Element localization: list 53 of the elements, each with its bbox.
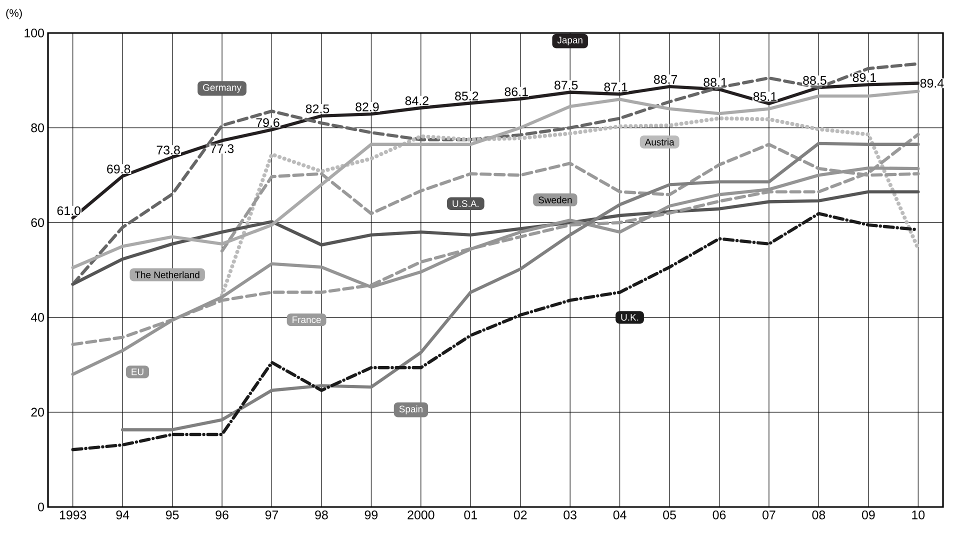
y-tick-label: 60 xyxy=(31,218,44,228)
data-label: 89.4 xyxy=(920,78,944,88)
data-label: 86.1 xyxy=(504,87,528,96)
data-label: 89.1 xyxy=(852,73,876,82)
data-label: 73.8 xyxy=(156,146,180,154)
text: Spain xyxy=(399,405,422,414)
data-label: 85.2 xyxy=(455,92,478,100)
x-tick-label: 08 xyxy=(812,510,826,520)
x-tick-label: 05 xyxy=(663,510,676,520)
y-tick-label: 40 xyxy=(30,312,44,322)
data-label: 79.6 xyxy=(256,118,280,128)
y-tick-label: 0 xyxy=(38,502,44,512)
x-tick-label: 03 xyxy=(564,510,576,520)
data-label: 85.1 xyxy=(753,92,776,101)
data-label: 88.7 xyxy=(654,75,678,84)
data-label: 82.5 xyxy=(306,104,330,114)
data-label: 88.5 xyxy=(803,76,826,85)
data-label: 84.2 xyxy=(405,96,428,106)
x-tick-label: 04 xyxy=(613,510,626,520)
x-tick-label: 95 xyxy=(166,510,179,520)
x-tick-label: 07 xyxy=(762,510,776,520)
data-label: 82.9 xyxy=(356,102,379,112)
y-tick-label: 80 xyxy=(31,123,44,132)
x-tick-label: 1993 xyxy=(60,510,86,520)
data-label: 87.5 xyxy=(554,80,578,90)
data-label: 87.1 xyxy=(604,82,628,92)
y-tick-label: 20 xyxy=(31,408,44,417)
x-tick-label: 97 xyxy=(265,510,278,520)
x-tick-label: 94 xyxy=(116,510,130,520)
text: Japan xyxy=(557,36,582,46)
text: EU xyxy=(132,368,144,376)
text: The Netherland xyxy=(134,271,200,278)
x-tick-label: 2000 xyxy=(408,510,434,520)
text: U.S.A. xyxy=(452,200,478,207)
x-tick-label: 99 xyxy=(364,510,378,520)
data-label: 61.0 xyxy=(57,206,81,216)
x-tick-label: 98 xyxy=(315,510,328,520)
data-label: 88.1 xyxy=(704,78,727,87)
series-label: Austria xyxy=(644,138,674,146)
x-tick-label: 06 xyxy=(712,510,726,520)
text: U.K. xyxy=(621,314,638,321)
text: France xyxy=(292,316,321,324)
y-axis-title: (%) xyxy=(6,8,22,20)
text: Germany xyxy=(203,84,242,93)
x-tick-label: 02 xyxy=(514,510,527,520)
text: Sweden xyxy=(538,196,572,204)
x-tick-label: 01 xyxy=(464,510,477,520)
x-tick-label: 09 xyxy=(862,510,875,520)
y-tick-label: 100 xyxy=(24,28,44,38)
data-label: 69.8 xyxy=(107,164,130,174)
x-tick-label: 10 xyxy=(912,510,925,520)
data-label: 77.3 xyxy=(210,144,234,154)
x-tick-label: 96 xyxy=(216,510,228,520)
